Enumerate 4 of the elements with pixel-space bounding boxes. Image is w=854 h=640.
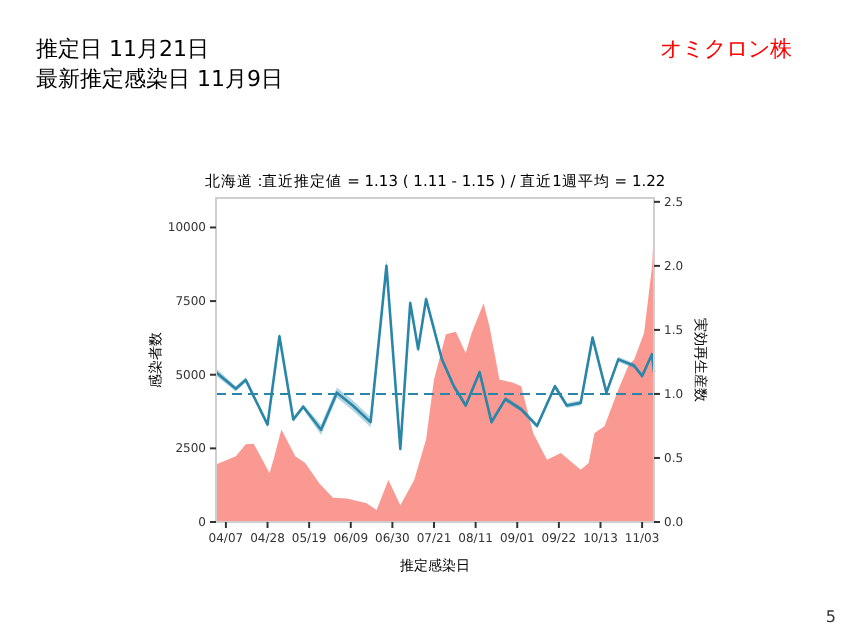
text: オミクロン株: [660, 36, 792, 62]
text: 5: [825, 608, 836, 626]
text: 最新推定感染日 11月9日: [36, 66, 283, 92]
text: 推定日 11月21日: [36, 36, 209, 62]
